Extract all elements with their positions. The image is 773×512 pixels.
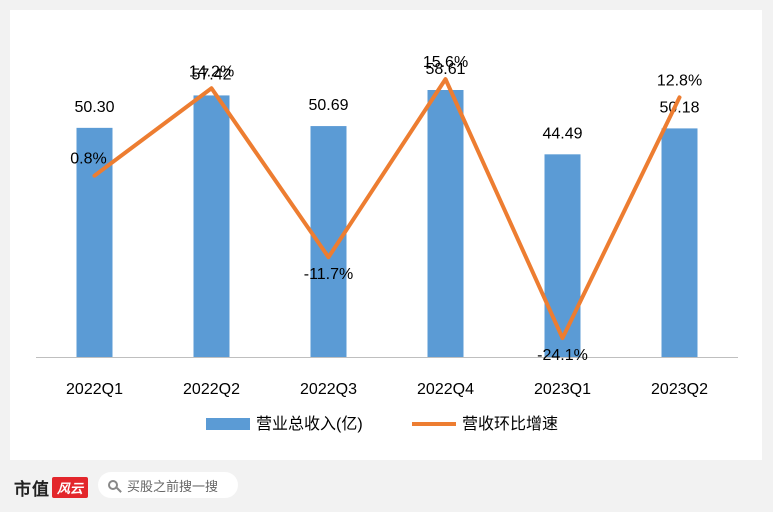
chart-card: 50.30 57.42 50.69 58.61 44.49 50.18 0.8% 14.2% -… <box>10 10 762 460</box>
line-label-2022Q3: -11.7% <box>304 266 354 283</box>
line-label-2023Q1: -24.1% <box>537 347 588 364</box>
line-label-2022Q2: 14.2% <box>189 63 234 80</box>
line-label-2022Q1: 0.8% <box>70 151 106 168</box>
chart: 50.30 57.42 50.69 58.61 44.49 50.18 0.8% 14.2% -… <box>36 54 738 433</box>
bar-label-2023Q2: 50.18 <box>659 99 699 116</box>
legend-label-revenue: 营业总收入(亿) <box>256 415 363 433</box>
line-label-2022Q4: 15.6% <box>423 54 468 71</box>
x-tick-2022Q1: 2022Q1 <box>66 381 123 398</box>
brand-logo-mark: 风云 <box>52 477 89 498</box>
bar-2022Q2 <box>193 95 230 358</box>
search-box[interactable]: 买股之前搜一搜 <box>98 472 238 498</box>
x-tick-2022Q4: 2022Q4 <box>417 381 474 398</box>
bar-2023Q1 <box>544 154 581 357</box>
bar-label-2022Q4: 58.61 <box>425 61 465 78</box>
legend-swatch-revenue <box>206 418 250 430</box>
search-icon <box>108 480 118 490</box>
x-tick-2022Q3: 2022Q3 <box>300 381 357 398</box>
bar-label-2022Q2: 57.42 <box>191 66 231 83</box>
bar-2023Q2 <box>661 128 698 357</box>
brand-logo[interactable]: 市值 风云 <box>14 475 89 500</box>
bar-label-2022Q3: 50.69 <box>308 97 348 114</box>
legend-label-growth: 营收环比增速 <box>462 415 558 433</box>
footer: 市值 风云 买股之前搜一搜 <box>0 460 773 512</box>
x-tick-2022Q2: 2022Q2 <box>183 381 240 398</box>
bar-label-2023Q1: 44.49 <box>542 125 582 142</box>
bar-2022Q4 <box>427 89 464 357</box>
line-label-2023Q2: 12.8% <box>657 72 702 89</box>
search-placeholder: 买股之前搜一搜 <box>127 478 219 494</box>
brand-name: 市值 <box>14 480 50 500</box>
x-tick-2023Q1: 2023Q1 <box>534 381 591 398</box>
line-series-growth <box>92 77 682 341</box>
bar-label-2022Q1: 50.30 <box>74 99 114 116</box>
x-tick-2023Q2: 2023Q2 <box>651 381 708 398</box>
